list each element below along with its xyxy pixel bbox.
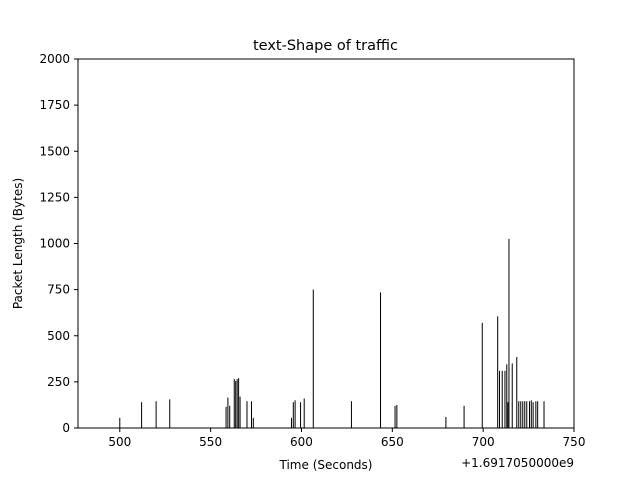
bar-21 [350, 401, 352, 428]
bar-24 [396, 404, 398, 428]
y-tick-label-0: 0 [62, 421, 70, 435]
bar-34 [508, 238, 510, 428]
x-tick-label-1: 550 [199, 435, 222, 449]
bar-16 [292, 402, 294, 428]
bar-44 [532, 402, 534, 428]
chart-title: text-Shape of traffic [253, 38, 398, 54]
y-axis: 0 250 500 750 1000 1250 1500 1750 2000 [39, 52, 78, 435]
x-offset-label: +1.6917050000e9 [461, 456, 574, 470]
bar-36 [516, 356, 518, 428]
bar-13 [251, 401, 253, 428]
bar-32 [506, 364, 508, 428]
y-tick-label-7: 1750 [39, 98, 70, 112]
bar-17 [294, 400, 296, 428]
bar-28 [497, 316, 499, 428]
x-tick-label-4: 700 [472, 435, 495, 449]
x-axis-label: Time (Seconds) [279, 458, 373, 472]
bars-group [119, 238, 545, 429]
bar-1 [141, 402, 143, 428]
bar-7 [233, 379, 235, 428]
bar-23 [394, 405, 396, 428]
y-tick-label-1: 250 [47, 375, 70, 389]
bar-12 [246, 401, 248, 428]
bar-25 [445, 416, 447, 428]
x-tick-label-0: 500 [108, 435, 131, 449]
bar-35 [511, 363, 513, 428]
bar-18 [300, 402, 302, 428]
bar-38 [520, 401, 522, 428]
bar-30 [501, 370, 503, 428]
bar-2 [155, 401, 157, 428]
bar-39 [522, 401, 524, 428]
y-tick-label-2: 500 [47, 329, 70, 343]
x-tick-label-5: 750 [563, 435, 586, 449]
bar-10 [238, 378, 240, 428]
bar-41 [526, 401, 528, 428]
y-tick-label-5: 1250 [39, 190, 70, 204]
bar-19 [303, 398, 305, 428]
y-tick-label-3: 750 [47, 283, 70, 297]
bar-31 [504, 370, 506, 428]
bar-46 [537, 401, 539, 428]
bar-11 [239, 396, 241, 428]
bar-5 [227, 397, 229, 428]
y-tick-label-4: 1000 [39, 237, 70, 251]
bar-20 [312, 289, 314, 429]
bar-8 [235, 380, 237, 428]
bar-27 [481, 322, 483, 428]
bar-26 [463, 405, 465, 428]
bar-40 [524, 401, 526, 428]
y-tick-label-6: 1500 [39, 144, 70, 158]
bar-37 [518, 401, 520, 428]
plot-frame [77, 58, 575, 429]
bar-9 [236, 379, 238, 428]
y-tick-label-8: 2000 [39, 52, 70, 66]
bar-47 [543, 401, 545, 428]
bar-14 [252, 417, 254, 428]
bar-3 [169, 399, 171, 428]
bar-33 [507, 402, 509, 428]
bar-45 [535, 401, 537, 428]
x-tick-label-2: 600 [290, 435, 313, 449]
bar-6 [229, 405, 231, 428]
bar-42 [528, 401, 530, 428]
bar-29 [499, 370, 501, 428]
bar-43 [530, 400, 532, 428]
bar-15 [290, 417, 292, 428]
x-axis: 500 550 600 650 700 750 [108, 428, 585, 449]
y-axis-label: Packet Length (Bytes) [11, 178, 25, 309]
bar-4 [225, 406, 227, 428]
x-tick-label-3: 650 [381, 435, 404, 449]
bar-22 [380, 292, 382, 428]
bar-0 [119, 417, 121, 428]
